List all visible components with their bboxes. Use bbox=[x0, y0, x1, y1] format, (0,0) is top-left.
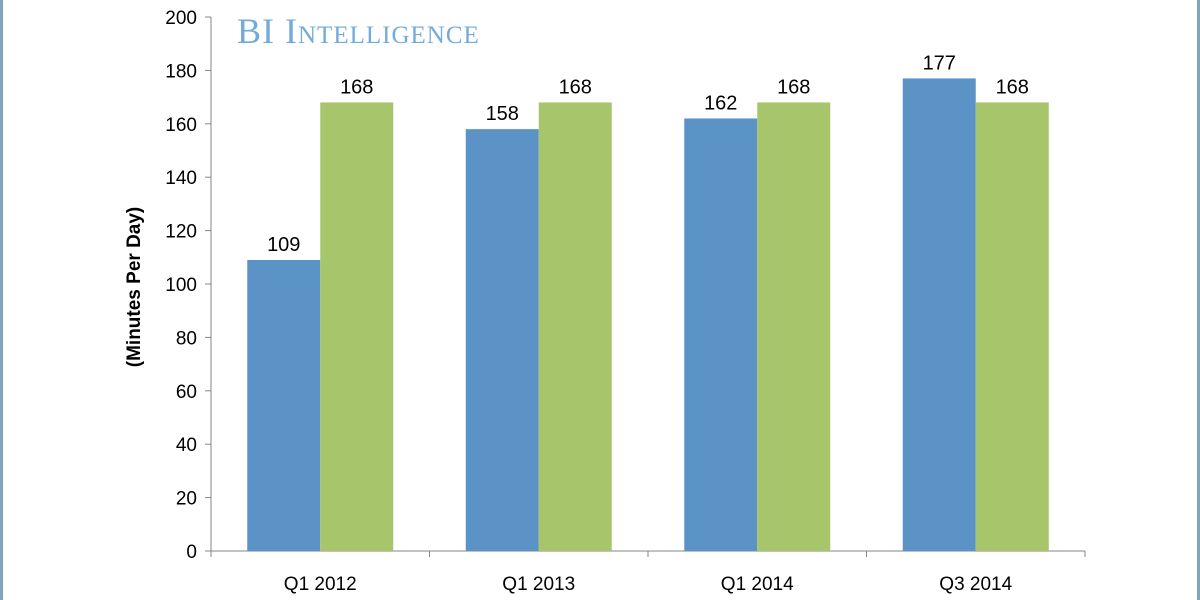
y-tick-label: 60 bbox=[176, 382, 197, 403]
data-label: 109 bbox=[267, 234, 300, 256]
y-tick-label: 0 bbox=[186, 542, 197, 563]
data-label: 168 bbox=[340, 76, 373, 98]
y-tick-label: 80 bbox=[176, 328, 197, 349]
data-label: 177 bbox=[923, 52, 956, 74]
x-tick-label: Q3 2014 bbox=[939, 574, 1012, 595]
data-label: 168 bbox=[777, 76, 810, 98]
y-tick-label: 180 bbox=[165, 61, 197, 82]
y-tick-label: 200 bbox=[165, 8, 197, 29]
bar bbox=[902, 78, 976, 551]
bar bbox=[684, 118, 758, 552]
y-tick-label: 20 bbox=[176, 489, 197, 510]
bar bbox=[320, 102, 394, 551]
data-label: 162 bbox=[704, 92, 737, 114]
bar bbox=[975, 102, 1049, 551]
y-tick-label: 140 bbox=[165, 168, 197, 189]
data-label: 168 bbox=[559, 76, 592, 98]
y-tick-label: 100 bbox=[165, 275, 197, 296]
bar bbox=[247, 259, 321, 551]
x-tick-label: Q1 2014 bbox=[721, 574, 794, 595]
y-tick-label: 120 bbox=[165, 222, 197, 243]
bar bbox=[757, 102, 831, 551]
bi-intelligence-logo: BI Intelligence bbox=[237, 11, 480, 51]
y-axis-label: (Minutes Per Day) bbox=[124, 207, 145, 367]
x-tick-label: Q1 2013 bbox=[502, 574, 575, 595]
x-tick-label: Q1 2012 bbox=[284, 574, 357, 595]
data-label: 168 bbox=[996, 76, 1029, 98]
bar bbox=[538, 102, 612, 551]
bar bbox=[465, 129, 539, 551]
data-label: 158 bbox=[486, 103, 519, 125]
y-tick-label: 40 bbox=[176, 435, 197, 456]
axes: 0 20 40 60 80 100 120 140 160 180 200 Q1 2012 Q1 201… bbox=[165, 8, 1086, 595]
bars: 109 168 158 168 162 168 177 168 bbox=[247, 52, 1049, 552]
y-tick-label: 160 bbox=[165, 115, 197, 136]
